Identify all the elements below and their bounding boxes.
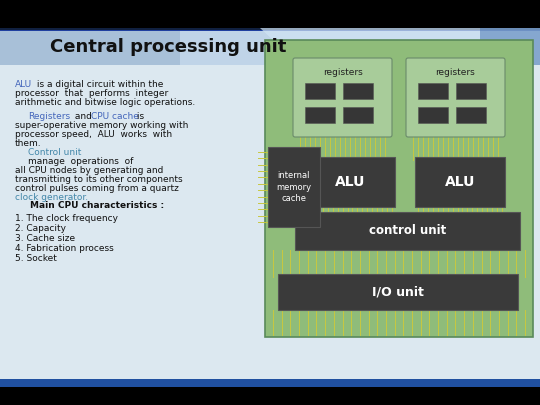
Bar (295, 212, 520, 250)
Bar (343, 107, 373, 123)
Bar (418, 107, 448, 123)
Bar (268, 147, 320, 227)
Bar (0, 28, 540, 65)
Text: them.: them. (15, 139, 42, 148)
Text: control unit: control unit (369, 224, 446, 237)
Text: internal
memory
cache: internal memory cache (276, 171, 312, 203)
Bar (0, 387, 540, 405)
Text: arithmetic and bitwise logic operations.: arithmetic and bitwise logic operations. (15, 98, 195, 107)
Bar (343, 83, 373, 99)
Bar (456, 83, 486, 99)
Text: and: and (72, 112, 94, 121)
Text: control pulses coming from a quartz: control pulses coming from a quartz (15, 184, 179, 193)
Bar (305, 157, 395, 207)
Text: I/O unit: I/O unit (372, 286, 424, 298)
Text: 5. Socket: 5. Socket (15, 254, 57, 263)
Text: manage  operations  of: manage operations of (28, 157, 133, 166)
Bar (456, 107, 486, 123)
Text: transmitting to its other components: transmitting to its other components (15, 175, 183, 184)
Bar (0, 28, 180, 65)
Text: clock generator.: clock generator. (15, 193, 88, 202)
Bar (0, 28, 540, 30)
Bar (265, 40, 533, 337)
Text: Registers: Registers (28, 112, 70, 121)
Text: registers: registers (436, 68, 475, 77)
Text: Main CPU characteristics :: Main CPU characteristics : (30, 201, 164, 210)
Text: is a digital circuit within the: is a digital circuit within the (34, 80, 164, 89)
Text: Control unit: Control unit (28, 148, 82, 157)
Text: ALU: ALU (15, 80, 32, 89)
Bar (418, 83, 448, 99)
Text: 1. The clock frequency: 1. The clock frequency (15, 214, 118, 223)
Text: 3. Cache size: 3. Cache size (15, 234, 75, 243)
Bar (305, 83, 335, 99)
Text: Central processing unit: Central processing unit (50, 38, 286, 56)
Text: is: is (134, 112, 144, 121)
Bar (0, 0, 540, 28)
Bar (480, 28, 540, 65)
Text: registers: registers (322, 68, 362, 77)
Text: 4. Fabrication process: 4. Fabrication process (15, 244, 114, 253)
Bar (0, 28, 540, 387)
Text: processor  that  performs  integer: processor that performs integer (15, 89, 168, 98)
Text: processor speed,  ALU  works  with: processor speed, ALU works with (15, 130, 172, 139)
Text: CPU cache: CPU cache (91, 112, 139, 121)
Bar (278, 274, 518, 310)
Polygon shape (260, 28, 540, 65)
Text: all CPU nodes by generating and: all CPU nodes by generating and (15, 166, 164, 175)
Bar (0, 28, 540, 31)
Bar (0, 379, 540, 387)
Bar (305, 107, 335, 123)
Text: ALU: ALU (445, 175, 475, 189)
Bar (415, 157, 505, 207)
FancyBboxPatch shape (293, 58, 392, 137)
Text: super-operative memory working with: super-operative memory working with (15, 121, 188, 130)
Text: 2. Capacity: 2. Capacity (15, 224, 66, 233)
Text: ALU: ALU (335, 175, 365, 189)
FancyBboxPatch shape (406, 58, 505, 137)
